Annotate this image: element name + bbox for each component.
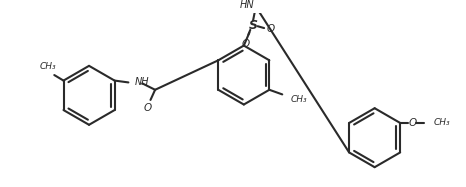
Text: O: O xyxy=(267,24,274,34)
Text: O: O xyxy=(241,39,250,49)
Text: O: O xyxy=(144,103,152,113)
Text: O: O xyxy=(408,118,416,128)
Text: CH₃: CH₃ xyxy=(433,118,450,128)
Text: S: S xyxy=(248,19,258,32)
Text: CH₃: CH₃ xyxy=(290,94,307,103)
Text: HN: HN xyxy=(240,0,255,10)
Text: CH₃: CH₃ xyxy=(40,62,56,71)
Text: NH: NH xyxy=(135,77,150,87)
